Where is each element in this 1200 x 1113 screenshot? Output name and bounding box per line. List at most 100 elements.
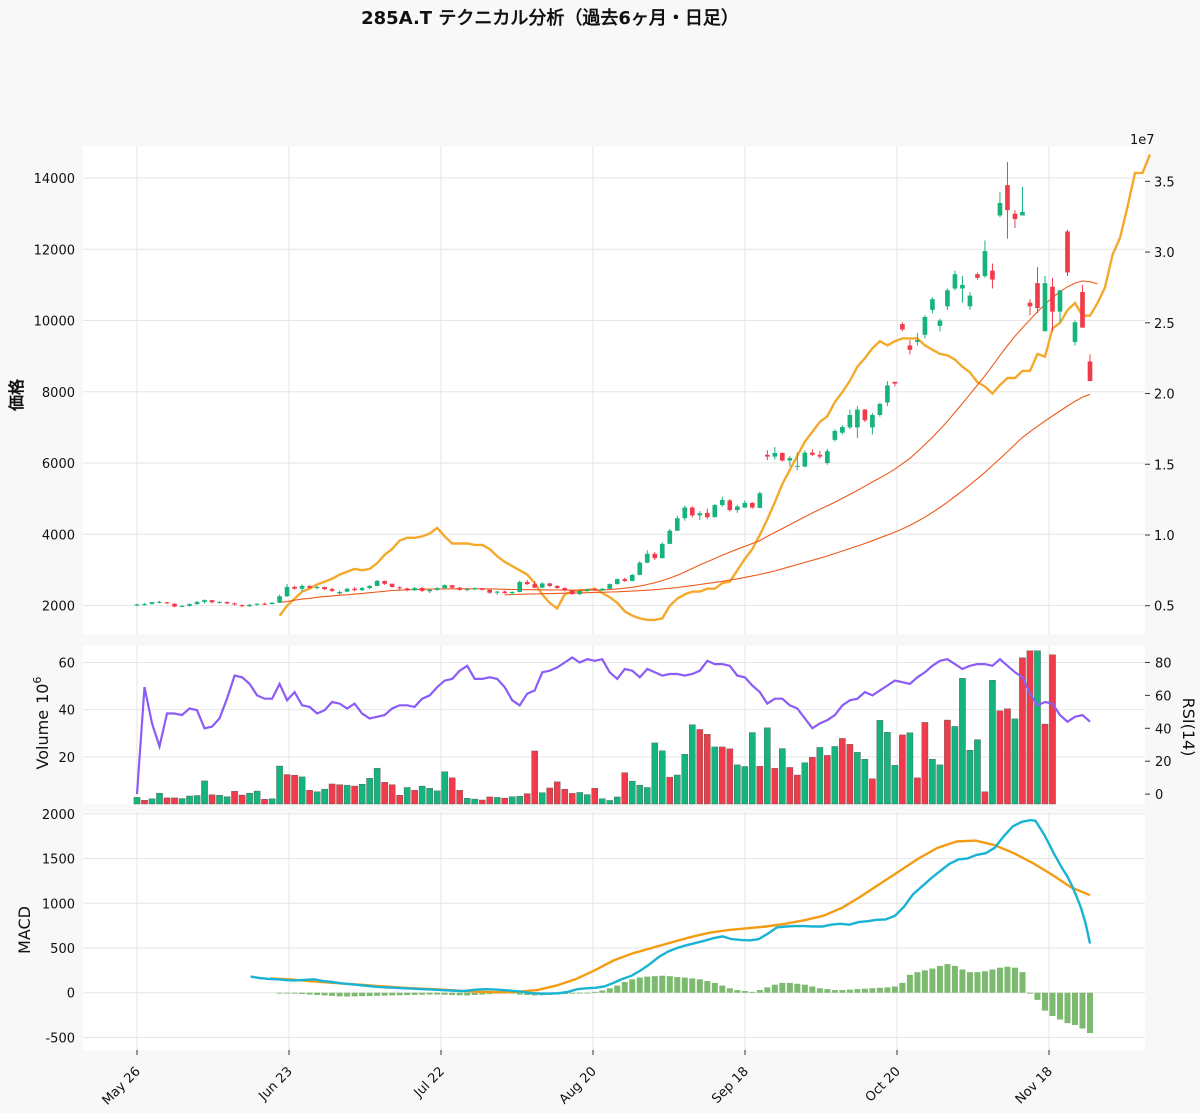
volume-bar xyxy=(576,792,584,805)
macd-histogram-bar xyxy=(719,985,726,993)
macd-histogram-bar xyxy=(299,992,306,995)
candle-body xyxy=(734,506,740,511)
rsi-ytick-label: 60 xyxy=(1155,689,1172,704)
rsi-ytick-label: 0 xyxy=(1155,788,1163,803)
macd-histogram-bar xyxy=(846,989,853,993)
candle-body xyxy=(712,505,718,518)
macd-histogram-bar xyxy=(1011,967,1018,993)
volume-ylabel-text: Volume xyxy=(33,710,52,770)
candle-body xyxy=(419,588,425,591)
macd-histogram-bar xyxy=(471,992,478,995)
macd-histogram-bar xyxy=(974,972,981,993)
volume-bar xyxy=(568,793,576,805)
candle-body xyxy=(922,316,928,335)
volume-bar xyxy=(276,765,283,805)
volume-bar xyxy=(283,774,291,805)
macd-histogram-bar xyxy=(869,988,876,993)
xtick-label: Sep 18 xyxy=(709,1064,752,1107)
macd-histogram-bar xyxy=(614,985,621,993)
macd-histogram-bar xyxy=(876,987,883,993)
volume-bar xyxy=(966,750,974,805)
price-ylabel: 価格 xyxy=(7,378,26,412)
macd-histogram-bar xyxy=(996,967,1003,993)
volume-bar xyxy=(546,787,553,805)
volume-bar xyxy=(561,788,569,805)
macd-histogram-bar xyxy=(936,965,943,993)
volume-bar xyxy=(253,790,261,805)
candle-body xyxy=(427,589,432,592)
volume-bar xyxy=(133,797,141,805)
candle-body xyxy=(1050,286,1055,312)
volume-bar xyxy=(914,777,921,805)
macd-histogram-bar xyxy=(419,992,426,995)
macd-histogram-bar xyxy=(1026,992,1033,994)
candle-body xyxy=(1027,302,1033,307)
candle-body xyxy=(742,502,748,508)
volume-bar xyxy=(298,776,306,805)
price-ytick-label: 10000 xyxy=(34,315,75,330)
macd-ytick-label: 1500 xyxy=(42,853,75,868)
candle-body xyxy=(442,585,447,589)
macd-histogram-bar xyxy=(449,992,456,995)
volume-bar xyxy=(704,733,711,805)
macd-ytick-label: 2000 xyxy=(42,808,75,823)
macd-histogram-bar xyxy=(839,990,846,993)
rsi-ytick-label: 80 xyxy=(1155,656,1172,671)
candle-body xyxy=(359,588,365,591)
candle-body xyxy=(855,409,860,428)
macd-histogram-bar xyxy=(786,982,793,993)
volume-bar xyxy=(921,722,929,805)
volume-bar xyxy=(178,798,186,805)
candle-body xyxy=(907,345,913,350)
candle-body xyxy=(795,465,800,467)
candle-body xyxy=(397,587,402,589)
macd-histogram-bar xyxy=(959,969,966,993)
candle-body xyxy=(337,591,342,594)
volume-bar xyxy=(689,724,696,805)
candle-body xyxy=(164,602,170,604)
macd-histogram-bar xyxy=(794,983,801,993)
macd-histogram-bar xyxy=(606,988,613,993)
macd-histogram-bar xyxy=(861,988,868,993)
macd-histogram-bar xyxy=(734,990,741,993)
candle-body xyxy=(232,603,237,605)
macd-histogram-bar xyxy=(389,992,396,996)
macd-histogram-bar xyxy=(831,990,838,993)
candle-body xyxy=(719,500,725,506)
volume-bar xyxy=(388,784,396,805)
volume-bar xyxy=(238,794,246,805)
volume-bar xyxy=(936,764,944,805)
volume-bar xyxy=(1011,718,1019,805)
macd-histogram-bar xyxy=(591,991,598,993)
macd-histogram-bar xyxy=(1019,972,1026,993)
volume-bar xyxy=(959,678,966,805)
candle-body xyxy=(532,584,538,588)
macd-histogram-bar xyxy=(1079,992,1086,1029)
volume-bar xyxy=(989,679,996,805)
candle-body xyxy=(299,585,305,589)
volume-bar xyxy=(403,787,411,805)
volume-bar xyxy=(583,794,591,805)
candle-body xyxy=(780,453,785,461)
candle-body xyxy=(877,403,883,415)
candle-body xyxy=(449,585,455,588)
long-moving-average-line xyxy=(504,393,1091,596)
macd-histogram-bar xyxy=(674,977,681,993)
macd-histogram-bar xyxy=(659,975,666,993)
candle-body xyxy=(614,579,620,585)
macd-histogram-bar xyxy=(816,988,823,993)
volume-bar xyxy=(501,797,508,805)
volume-bar xyxy=(508,796,516,805)
macd-histogram-bar xyxy=(756,990,763,993)
volume-bar xyxy=(231,791,238,805)
candle-body xyxy=(832,430,838,440)
candle-body xyxy=(292,586,297,589)
price-y2tick-label: 0.5 xyxy=(1154,600,1175,615)
candle-body xyxy=(990,270,995,280)
candle-body xyxy=(787,458,793,461)
candle-body xyxy=(217,601,222,603)
candle-body xyxy=(509,591,515,594)
macd-histogram-bar xyxy=(704,981,711,993)
macd-histogram-bar xyxy=(914,972,921,993)
macd-histogram-bar xyxy=(689,978,696,993)
